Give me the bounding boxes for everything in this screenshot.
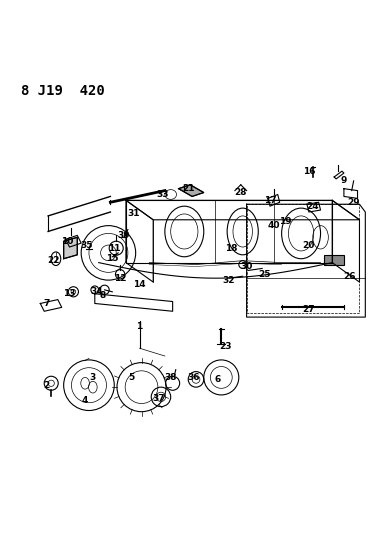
Text: 9: 9	[341, 176, 347, 185]
Text: 1: 1	[136, 322, 143, 332]
Text: 26: 26	[343, 272, 356, 281]
Text: 36: 36	[188, 373, 200, 382]
Text: 7: 7	[43, 299, 49, 308]
Text: 27: 27	[303, 305, 315, 314]
Text: 33: 33	[157, 190, 169, 199]
Text: 2: 2	[43, 381, 49, 390]
Text: 17: 17	[264, 196, 276, 205]
Text: 40: 40	[268, 221, 280, 230]
Text: 11: 11	[108, 245, 120, 254]
Text: 23: 23	[219, 342, 231, 351]
Bar	[325, 255, 344, 264]
Polygon shape	[64, 237, 77, 259]
Text: 19: 19	[279, 217, 292, 226]
Text: 37: 37	[153, 394, 165, 403]
Text: 24: 24	[307, 201, 319, 211]
Text: 15: 15	[106, 254, 118, 263]
Text: 5: 5	[129, 373, 135, 382]
Text: 22: 22	[48, 256, 60, 265]
Text: 29: 29	[347, 198, 360, 207]
Text: 14: 14	[133, 279, 146, 288]
Text: 16: 16	[303, 167, 315, 176]
Text: 6: 6	[214, 375, 221, 384]
Text: 18: 18	[225, 245, 237, 254]
Text: 39: 39	[118, 231, 130, 240]
Text: 8: 8	[100, 291, 106, 300]
Text: 3: 3	[90, 373, 96, 382]
Text: 28: 28	[234, 188, 247, 197]
Text: 21: 21	[182, 184, 194, 193]
Text: 20: 20	[303, 240, 315, 249]
Text: 12: 12	[114, 273, 126, 282]
Text: 38: 38	[165, 373, 177, 382]
Text: 25: 25	[258, 270, 270, 279]
Text: 13: 13	[63, 289, 76, 298]
Text: 30: 30	[240, 262, 253, 271]
Text: 31: 31	[127, 209, 140, 219]
Text: 4: 4	[82, 396, 88, 405]
Text: 34: 34	[91, 287, 103, 296]
Text: 10: 10	[62, 237, 74, 246]
Text: 35: 35	[81, 240, 93, 249]
Text: 32: 32	[223, 276, 235, 285]
Text: 8 J19  420: 8 J19 420	[21, 84, 105, 98]
Polygon shape	[178, 185, 204, 197]
